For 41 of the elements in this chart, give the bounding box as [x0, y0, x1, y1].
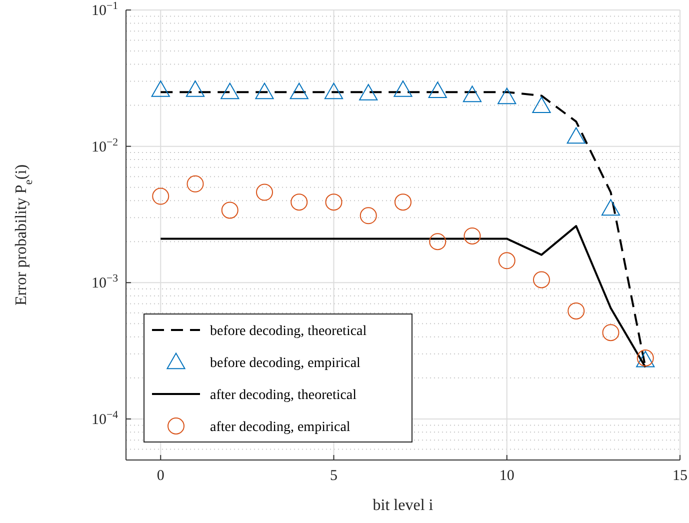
point [255, 82, 274, 100]
point [428, 82, 447, 98]
y-tick-label: 10$^{−1}$ [92, 0, 118, 19]
point [290, 82, 308, 100]
point [394, 80, 412, 97]
point [462, 86, 482, 102]
point [359, 84, 378, 100]
point [324, 82, 344, 100]
point [290, 194, 308, 211]
legend-label: before decoding, empirical [210, 356, 361, 371]
point [151, 80, 170, 97]
point [532, 96, 551, 113]
point [566, 127, 586, 144]
point [256, 184, 273, 201]
x-tick-label: 10 [499, 468, 514, 484]
point [498, 252, 516, 270]
legend-label: after decoding, empirical [210, 420, 350, 435]
x-tick-label: 15 [672, 468, 688, 484]
x-tick-label: 5 [330, 468, 338, 484]
point [601, 199, 620, 216]
point [186, 175, 204, 192]
legend-label: after decoding, theoretical [210, 388, 357, 403]
x-axis-title: bit level i [372, 497, 434, 514]
point [429, 233, 446, 250]
y-tick-label: 10$^{−2}$ [92, 136, 118, 156]
point [568, 302, 585, 320]
point [152, 188, 170, 205]
point [325, 194, 342, 211]
y-tick-label: 10$^{−4}$ [92, 408, 119, 428]
point [464, 227, 481, 244]
point [360, 207, 377, 224]
point [220, 82, 240, 100]
point [602, 324, 620, 342]
legend-label: before decoding, theoretical [210, 324, 367, 339]
point [533, 271, 550, 288]
y-tick-label: 10$^{−3}$ [92, 272, 118, 292]
point [186, 80, 205, 97]
point [498, 88, 516, 104]
point [394, 194, 412, 211]
x-tick-label: 0 [156, 468, 164, 484]
point [221, 202, 238, 219]
